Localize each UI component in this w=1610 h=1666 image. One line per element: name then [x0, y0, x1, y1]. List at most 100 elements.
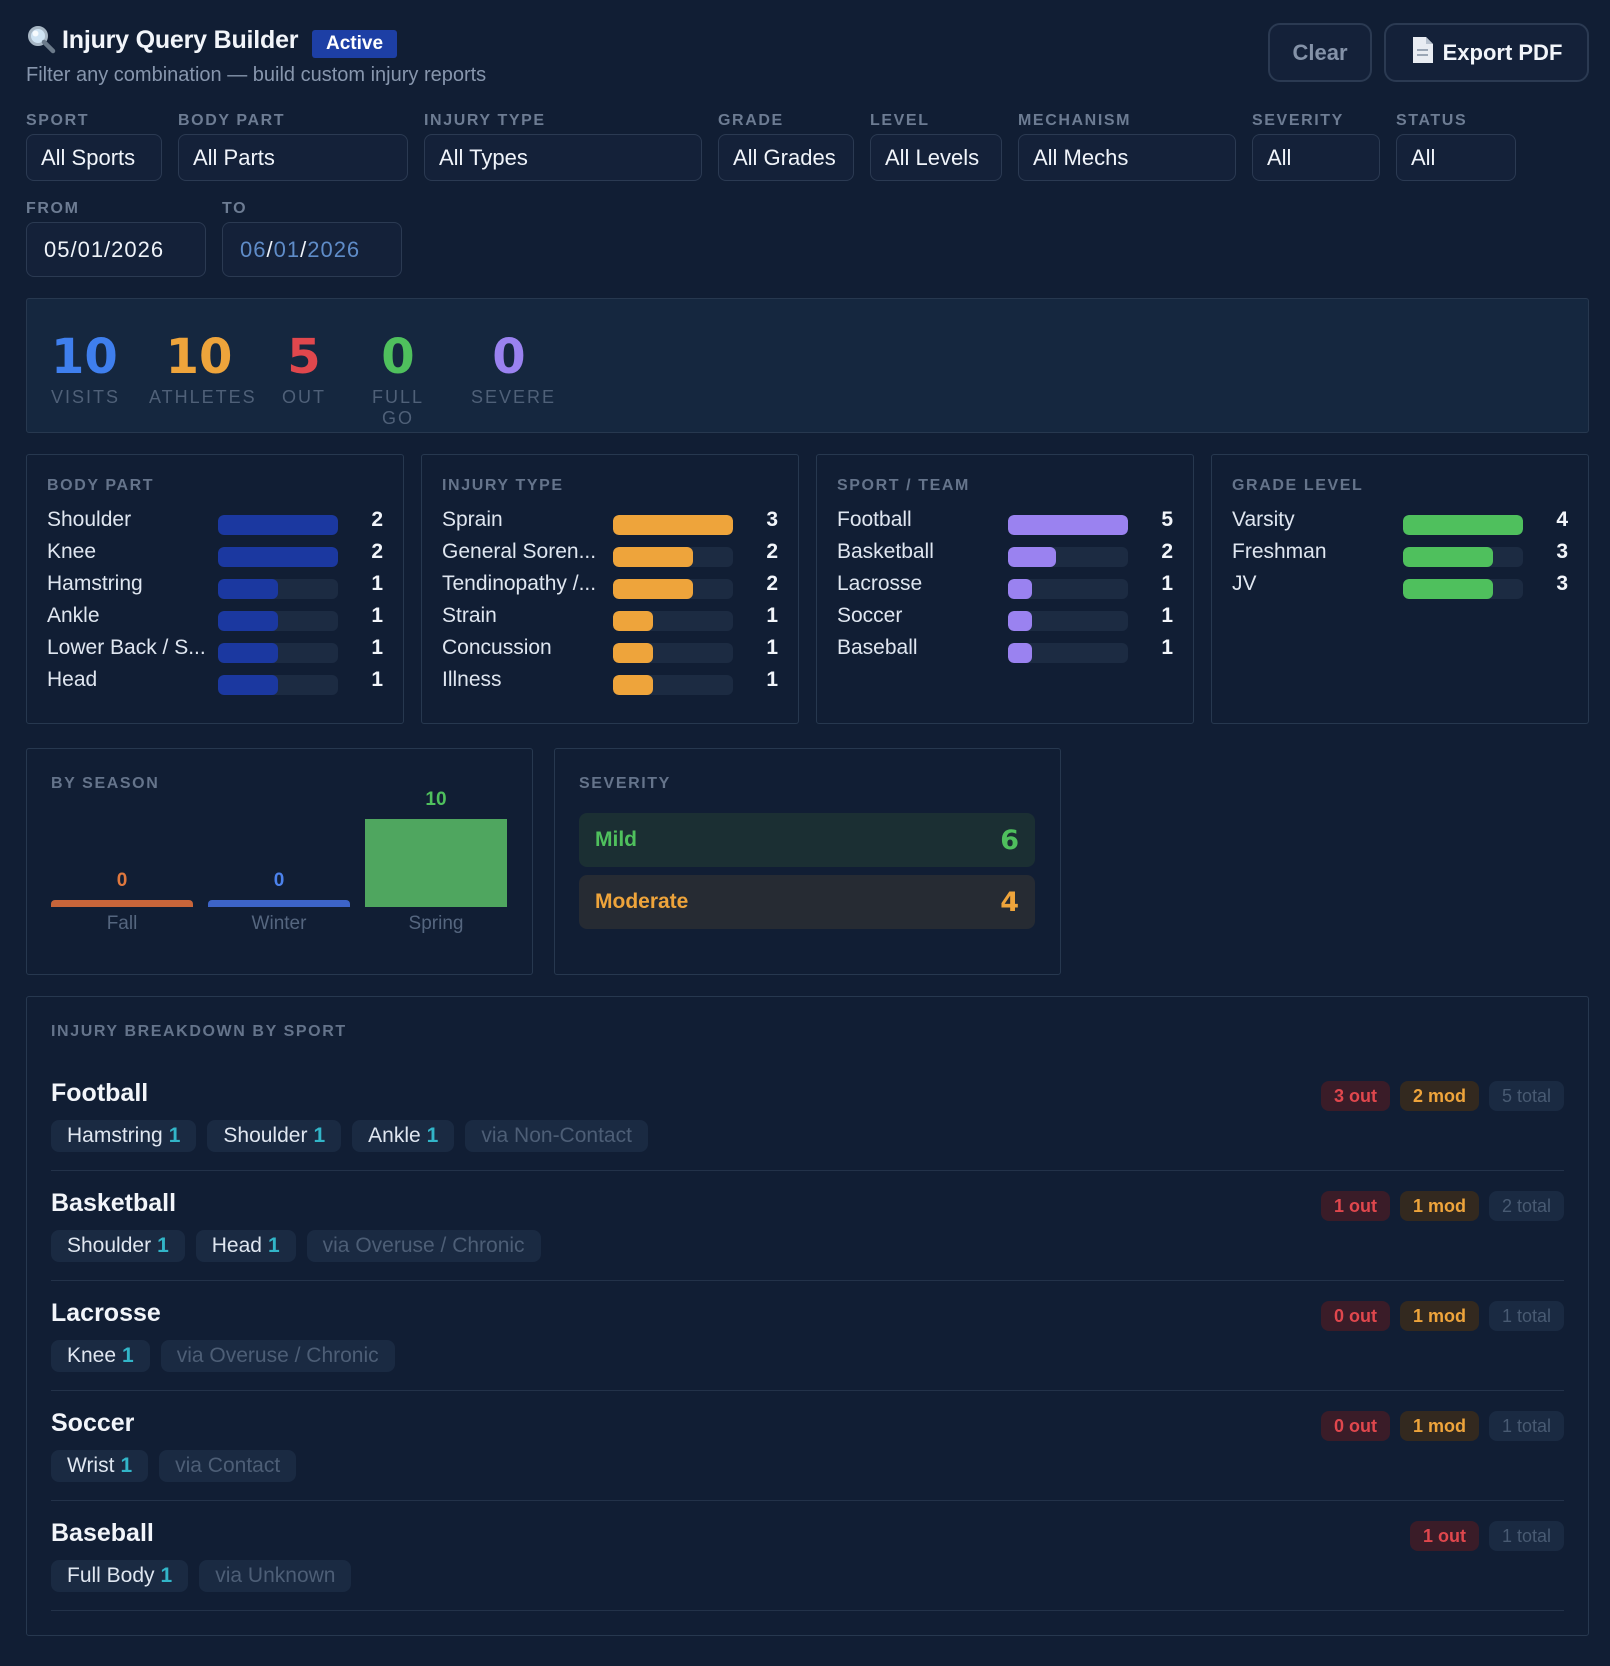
- from-date-input[interactable]: 05/01/2026: [26, 222, 206, 277]
- sport-breakdown-row[interactable]: Lacrosse Knee 1 via Overuse / Chronic 0 out 1…: [51, 1299, 1564, 1391]
- bar-track: [1008, 547, 1128, 567]
- season-label: Spring: [408, 913, 464, 934]
- bar-row[interactable]: Shoulder 2: [47, 505, 383, 537]
- bar-fill: [218, 579, 278, 599]
- severity-row[interactable]: Mild 6: [579, 813, 1035, 867]
- body-part-chip[interactable]: Head 1: [195, 1230, 296, 1262]
- stat-athletes-label: ATHLETES: [149, 387, 257, 407]
- by-season-card: BY SEASON 0 Fall 0 Winter 10 Spring: [26, 748, 533, 975]
- mod-count-badge: 1 mod: [1399, 1301, 1479, 1331]
- bar-label: Soccer: [837, 604, 903, 627]
- sport-breakdown-row[interactable]: Basketball Shoulder 1 Head 1 via Overuse / Ch…: [51, 1189, 1564, 1281]
- injury-type-filter-label: INJURY TYPE: [424, 112, 546, 129]
- bar-track: [1403, 547, 1523, 567]
- bar-row[interactable]: Baseball 1: [837, 633, 1173, 665]
- bar-fill: [1008, 611, 1032, 631]
- to-date-day: 01: [273, 236, 301, 262]
- bar-row[interactable]: Soccer 1: [837, 601, 1173, 633]
- breakdown-title: INJURY BREAKDOWN BY SPORT: [51, 1023, 347, 1040]
- body-part-chip[interactable]: Shoulder 1: [207, 1120, 342, 1152]
- sport-breakdown-row[interactable]: Soccer Wrist 1 via Contact 0 out 1 mod 1 total: [51, 1409, 1564, 1501]
- sport-breakdown-row[interactable]: Baseball Full Body 1 via Unknown 1 out 1 tota…: [51, 1519, 1564, 1611]
- bar-row[interactable]: Strain 1: [442, 601, 778, 633]
- bar-row[interactable]: Ankle 1: [47, 601, 383, 633]
- status-select[interactable]: All: [1396, 134, 1516, 181]
- bar-fill: [1008, 515, 1128, 535]
- to-date-sep-1: /: [266, 236, 274, 262]
- mechanism-chip: via Unknown: [199, 1560, 352, 1592]
- body-part-select[interactable]: All Parts: [178, 134, 408, 181]
- severity-row[interactable]: Moderate 4: [579, 875, 1035, 929]
- severity-card: SEVERITY Mild 6 Moderate 4: [554, 748, 1061, 975]
- to-date-month: 06: [240, 236, 267, 262]
- mechanism-select[interactable]: All Mechs: [1018, 134, 1236, 181]
- to-date-label: TO: [222, 200, 248, 217]
- bar-fill: [1008, 547, 1056, 567]
- level-select[interactable]: All Levels: [870, 134, 1002, 181]
- bar-label: Sprain: [442, 508, 503, 531]
- out-count-badge: 1 out: [1320, 1191, 1390, 1221]
- bar-label: Hamstring: [47, 572, 143, 595]
- bar-value: 5: [1161, 508, 1173, 531]
- season-bar[interactable]: [51, 900, 193, 907]
- breakdown-card: INJURY BREAKDOWN BY SPORT Football Hamstr…: [26, 996, 1589, 1636]
- severity-count: 4: [1000, 886, 1019, 918]
- chip-count: 1: [426, 1124, 439, 1147]
- bar-row[interactable]: Varsity 4: [1232, 505, 1568, 537]
- bar-label: Lacrosse: [837, 572, 923, 595]
- bar-label: Baseball: [837, 636, 918, 659]
- sport-name: Lacrosse: [51, 1299, 161, 1327]
- bar-row[interactable]: Lacrosse 1: [837, 569, 1173, 601]
- bar-row[interactable]: Lower Back / S... 1: [47, 633, 383, 665]
- bar-label: Tendinopathy /...: [442, 572, 597, 595]
- bar-fill: [218, 675, 278, 695]
- summary-panel: 10 VISITS 10 ATHLETES 5 OUT 0 FULL GO 0 …: [26, 298, 1589, 433]
- to-date-input[interactable]: 06/01/2026: [222, 222, 402, 277]
- body-part-chip[interactable]: Full Body 1: [51, 1560, 189, 1592]
- bar-fill: [1403, 547, 1493, 567]
- injury-type-select[interactable]: All Types: [424, 134, 702, 181]
- bar-row[interactable]: Sprain 3: [442, 505, 778, 537]
- bar-track: [613, 515, 733, 535]
- status-pills: 3 out 2 mod 5 total: [1320, 1081, 1564, 1111]
- season-bar[interactable]: [208, 900, 350, 907]
- chip-label: Knee: [67, 1344, 117, 1367]
- bar-row[interactable]: Hamstring 1: [47, 569, 383, 601]
- bar-row[interactable]: JV 3: [1232, 569, 1568, 601]
- bar-row[interactable]: Football 5: [837, 505, 1173, 537]
- bar-row[interactable]: General Soren... 2: [442, 537, 778, 569]
- page-title: Injury Query Builder: [62, 26, 299, 54]
- bar-row[interactable]: Concussion 1: [442, 633, 778, 665]
- total-count-badge: 2 total: [1488, 1191, 1564, 1221]
- bar-row[interactable]: Knee 2: [47, 537, 383, 569]
- sport-select[interactable]: All Sports: [26, 134, 162, 181]
- stat-athletes: 10 ATHLETES: [149, 329, 257, 408]
- bar-value: 2: [766, 540, 778, 563]
- bar-row[interactable]: Tendinopathy /... 2: [442, 569, 778, 601]
- bar-row[interactable]: Basketball 2: [837, 537, 1173, 569]
- bar-row[interactable]: Illness 1: [442, 665, 778, 697]
- body-part-chip[interactable]: Knee 1: [51, 1340, 150, 1372]
- bar-row[interactable]: Freshman 3: [1232, 537, 1568, 569]
- body-part-chip[interactable]: Hamstring 1: [51, 1120, 197, 1152]
- bar-track: [613, 547, 733, 567]
- bar-row[interactable]: Head 1: [47, 665, 383, 697]
- export-pdf-button[interactable]: Export PDF: [1384, 23, 1589, 82]
- grade-filter-label: GRADE: [718, 112, 784, 129]
- severity-select[interactable]: All: [1252, 134, 1380, 181]
- stat-visits-label: VISITS: [51, 387, 121, 407]
- sport-team-card: SPORT / TEAM Football 5 Basketball 2 Lacross…: [816, 454, 1194, 724]
- body-part-chip[interactable]: Shoulder 1: [51, 1230, 185, 1262]
- sport-breakdown-row[interactable]: Football Hamstring 1 Shoulder 1 Ankle 1 via Non…: [51, 1079, 1564, 1171]
- clear-button[interactable]: Clear: [1268, 23, 1372, 82]
- injury-type-card: INJURY TYPE Sprain 3 General Soren... 2 Tend…: [421, 454, 799, 724]
- bar-track: [218, 675, 338, 695]
- bar-label: Lower Back / S...: [47, 636, 206, 659]
- body-part-card-title: BODY PART: [47, 477, 155, 494]
- body-part-chip[interactable]: Ankle 1: [352, 1120, 455, 1152]
- stat-severe-value: 0: [492, 329, 526, 385]
- season-bar[interactable]: [365, 819, 507, 907]
- grade-select[interactable]: All Grades: [718, 134, 854, 181]
- body-part-chip[interactable]: Wrist 1: [51, 1450, 149, 1482]
- bar-fill: [613, 579, 694, 599]
